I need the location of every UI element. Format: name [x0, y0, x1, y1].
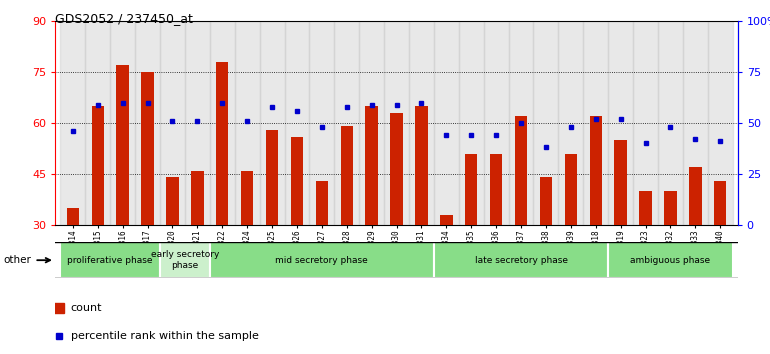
Bar — [509, 21, 534, 225]
Bar — [409, 21, 434, 225]
Bar — [340, 126, 353, 225]
Bar — [564, 154, 577, 225]
Bar — [658, 21, 683, 225]
Bar — [639, 191, 651, 225]
Bar — [216, 62, 229, 225]
Bar — [185, 21, 209, 225]
Bar — [440, 215, 453, 225]
Text: early secretory
phase: early secretory phase — [151, 251, 219, 270]
Bar — [484, 21, 509, 225]
Bar — [515, 116, 527, 225]
Bar — [434, 21, 459, 225]
Bar — [116, 65, 129, 225]
Bar — [465, 154, 477, 225]
Bar — [490, 154, 502, 225]
Bar — [241, 171, 253, 225]
Bar — [359, 21, 384, 225]
Bar — [534, 21, 558, 225]
Bar — [235, 21, 259, 225]
Bar — [558, 21, 584, 225]
Text: proliferative phase: proliferative phase — [68, 256, 153, 265]
Bar — [390, 113, 403, 225]
Bar — [714, 181, 726, 225]
Bar — [633, 21, 658, 225]
Text: ambiguous phase: ambiguous phase — [631, 256, 711, 265]
Bar — [316, 181, 328, 225]
Bar — [366, 106, 378, 225]
Bar — [191, 171, 203, 225]
Bar — [209, 242, 434, 278]
Bar — [209, 21, 235, 225]
Bar — [85, 21, 110, 225]
Bar — [683, 21, 708, 225]
Bar — [266, 130, 278, 225]
Text: percentile rank within the sample: percentile rank within the sample — [71, 331, 259, 341]
Bar — [665, 191, 677, 225]
Text: mid secretory phase: mid secretory phase — [276, 256, 368, 265]
Bar — [110, 21, 135, 225]
Bar — [590, 116, 602, 225]
Bar — [259, 21, 284, 225]
Bar — [415, 106, 427, 225]
Bar — [135, 21, 160, 225]
Text: late secretory phase: late secretory phase — [474, 256, 567, 265]
Text: other: other — [4, 255, 32, 265]
Bar — [434, 242, 608, 278]
Bar — [92, 106, 104, 225]
Bar — [60, 21, 85, 225]
Bar — [60, 242, 160, 278]
Bar — [284, 21, 310, 225]
Bar — [334, 21, 359, 225]
Bar — [614, 140, 627, 225]
Bar — [689, 167, 701, 225]
Bar — [310, 21, 334, 225]
Text: count: count — [71, 303, 102, 313]
Bar — [160, 242, 209, 278]
Bar — [608, 242, 733, 278]
Bar — [608, 21, 633, 225]
Bar — [142, 72, 154, 225]
Bar — [584, 21, 608, 225]
Bar — [708, 21, 733, 225]
Bar — [67, 208, 79, 225]
Bar — [160, 21, 185, 225]
Text: GDS2052 / 237450_at: GDS2052 / 237450_at — [55, 12, 193, 25]
Bar — [291, 137, 303, 225]
Bar — [459, 21, 484, 225]
Bar — [384, 21, 409, 225]
Bar — [540, 177, 552, 225]
Bar — [166, 177, 179, 225]
